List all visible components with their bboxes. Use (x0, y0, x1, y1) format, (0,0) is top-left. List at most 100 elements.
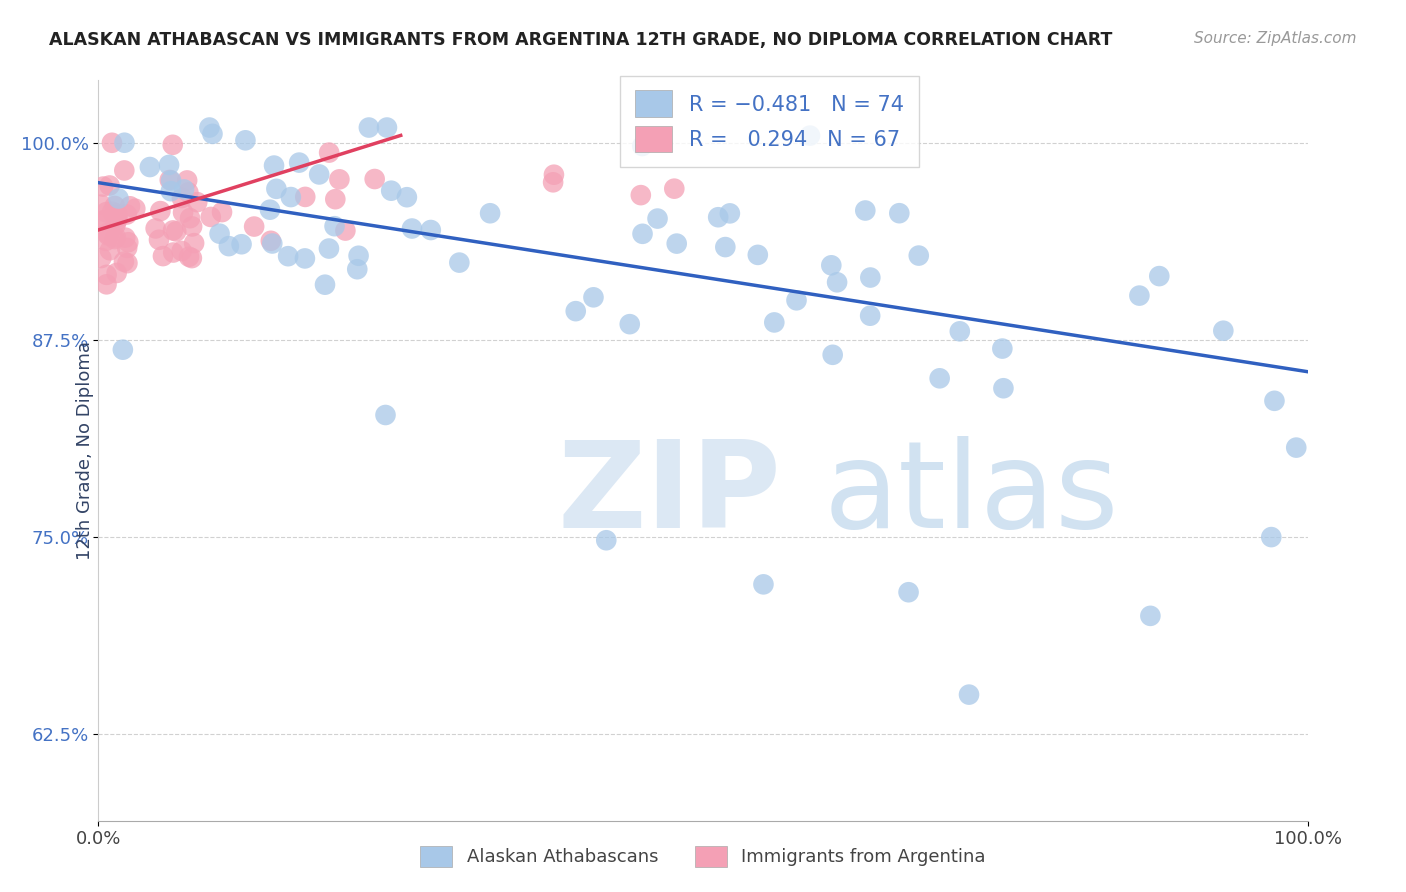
Point (172, 205, 194, 219)
Point (747, 248, 769, 262)
Point (335, 223, 357, 237)
Point (218, 239, 240, 253)
Point (294, 252, 316, 266)
Point (664, 182, 686, 196)
Point (165, 224, 187, 238)
Point (186, 195, 208, 210)
Point (139, 160, 162, 174)
Point (177, 186, 200, 200)
Point (105, 266, 128, 280)
Point (96, 226, 118, 240)
Point (401, 221, 423, 235)
Point (173, 182, 195, 196)
Point (949, 324, 972, 338)
Point (180, 251, 202, 265)
Point (162, 223, 184, 237)
Point (853, 203, 876, 218)
Point (897, 585, 920, 599)
Point (619, 317, 641, 331)
Point (162, 245, 184, 260)
Text: Source: ZipAtlas.com: Source: ZipAtlas.com (1194, 31, 1357, 46)
Point (449, 255, 471, 269)
Point (94, 234, 117, 248)
Point (107, 192, 129, 206)
Point (357, 120, 380, 135)
Point (159, 173, 181, 187)
Point (162, 137, 184, 152)
Point (314, 277, 336, 292)
Point (177, 250, 200, 264)
Point (235, 133, 257, 147)
Y-axis label: 12th Grade, No Diploma: 12th Grade, No Diploma (76, 341, 94, 560)
Point (1149, 269, 1171, 284)
Point (112, 163, 135, 178)
Point (630, 188, 652, 202)
Point (98, 244, 121, 258)
Point (280, 190, 302, 204)
Point (104, 199, 127, 213)
Point (94, 205, 117, 219)
Point (631, 227, 654, 241)
Point (479, 206, 502, 220)
Point (101, 204, 124, 219)
Point (157, 158, 180, 172)
Point (1139, 608, 1161, 623)
Point (90, 197, 112, 211)
Point (707, 211, 730, 225)
Point (821, 348, 844, 362)
Point (96, 268, 118, 282)
Point (262, 236, 284, 251)
Point (114, 230, 136, 244)
Point (380, 184, 402, 198)
Point (105, 209, 128, 223)
Point (208, 227, 231, 241)
Point (859, 309, 882, 323)
Point (259, 202, 281, 217)
Point (318, 242, 340, 256)
Point (328, 172, 350, 186)
Point (176, 173, 198, 187)
Point (97, 228, 120, 243)
Point (993, 381, 1015, 395)
Point (928, 371, 950, 385)
Point (201, 127, 224, 141)
Point (889, 206, 911, 220)
Point (111, 343, 134, 357)
Point (907, 249, 929, 263)
Point (346, 262, 368, 277)
Point (647, 211, 669, 226)
Point (308, 168, 330, 182)
Point (288, 155, 311, 169)
Point (595, 533, 617, 548)
Point (118, 199, 141, 213)
Point (103, 232, 125, 246)
Point (149, 204, 172, 219)
Point (1212, 324, 1234, 338)
Point (243, 219, 266, 234)
Point (200, 210, 222, 224)
Point (107, 211, 129, 225)
Point (395, 190, 418, 204)
Point (859, 270, 882, 285)
Point (277, 249, 299, 263)
Point (183, 236, 205, 251)
Point (115, 241, 138, 255)
Point (115, 207, 138, 221)
Point (1260, 530, 1282, 544)
Point (1128, 288, 1150, 302)
Point (117, 235, 139, 250)
Point (763, 315, 786, 329)
Point (105, 213, 128, 227)
Point (363, 172, 385, 186)
Point (294, 190, 316, 204)
Point (211, 205, 233, 219)
Point (1285, 441, 1308, 455)
Point (90, 251, 112, 265)
Legend: Alaskan Athabascans, Immigrants from Argentina: Alaskan Athabascans, Immigrants from Arg… (411, 837, 995, 876)
Point (117, 256, 139, 270)
Point (323, 219, 346, 234)
Point (104, 218, 127, 232)
Text: atlas: atlas (824, 436, 1119, 553)
Point (799, 128, 821, 143)
Point (318, 145, 340, 160)
